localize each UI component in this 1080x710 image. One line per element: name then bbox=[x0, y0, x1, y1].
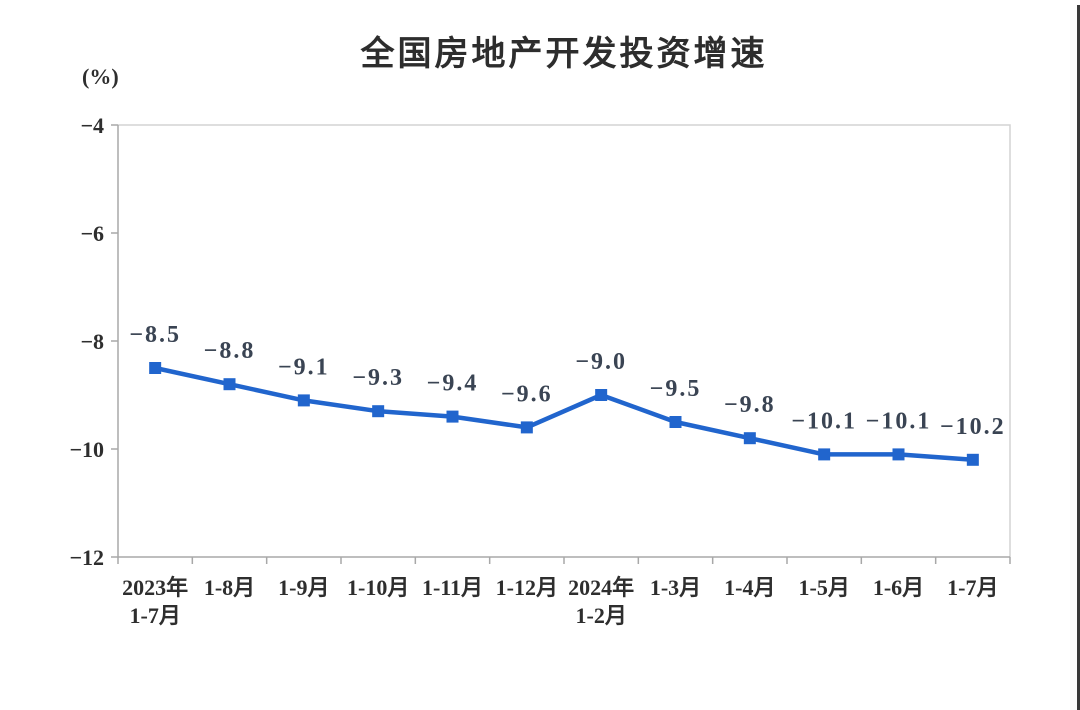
data-point-label: −9.1 bbox=[278, 354, 330, 380]
data-point-marker bbox=[966, 453, 979, 466]
data-line bbox=[152, 365, 976, 463]
data-point-label: −10.1 bbox=[866, 408, 932, 434]
page-right-edge bbox=[1077, 5, 1080, 710]
data-point-marker bbox=[149, 362, 162, 374]
x-axis-category-label: 1-4月 bbox=[724, 575, 775, 600]
y-axis-unit-label: (%) bbox=[82, 64, 119, 89]
data-point-marker bbox=[446, 410, 459, 423]
x-axis-category-label: 2023年 1-7月 bbox=[122, 575, 188, 628]
data-point-label: −9.5 bbox=[650, 376, 702, 402]
data-point-label: −10.2 bbox=[940, 414, 1006, 440]
data-point-label: −8.8 bbox=[204, 338, 256, 364]
data-point-marker bbox=[223, 378, 236, 391]
data-point-label: −9.6 bbox=[501, 381, 553, 407]
data-point-marker bbox=[595, 389, 608, 401]
x-axis-category-label: 1-12月 bbox=[496, 575, 558, 600]
x-axis-category-label: 1-6月 bbox=[873, 575, 924, 600]
data-point-marker bbox=[892, 448, 905, 461]
data-point-marker bbox=[520, 421, 533, 434]
data-point-label: −9.8 bbox=[724, 392, 776, 418]
data-point-marker bbox=[743, 432, 756, 445]
data-point-marker bbox=[372, 405, 385, 418]
y-axis-tick-label: −12 bbox=[69, 545, 104, 570]
data-point-marker bbox=[669, 416, 682, 428]
y-axis-tick-label: −8 bbox=[80, 329, 104, 354]
x-axis-category-label: 1-3月 bbox=[650, 575, 701, 600]
x-axis-category-label: 2024年 1-2月 bbox=[568, 575, 634, 628]
x-axis-category-label: 1-5月 bbox=[799, 575, 850, 600]
data-point-label: −9.4 bbox=[427, 371, 479, 397]
y-axis-tick-label: −10 bbox=[69, 437, 104, 462]
y-axis-tick-label: −4 bbox=[80, 113, 104, 138]
plot-border bbox=[118, 124, 1011, 557]
x-axis-category-label: 1-11月 bbox=[422, 575, 483, 600]
data-point-marker bbox=[818, 448, 831, 461]
data-point-label: −9.0 bbox=[575, 349, 627, 375]
data-point-label: −9.3 bbox=[352, 365, 404, 391]
data-point-label: −8.5 bbox=[129, 322, 181, 348]
x-axis-category-label: 1-8月 bbox=[204, 575, 255, 600]
y-axis-tick-label: −6 bbox=[80, 221, 104, 246]
data-point-marker bbox=[297, 394, 310, 407]
x-axis-category-label: 1-9月 bbox=[278, 575, 329, 600]
data-point-label: −10.1 bbox=[791, 408, 857, 434]
x-axis-category-label: 1-10月 bbox=[347, 575, 409, 600]
x-axis-category-label: 1-7月 bbox=[947, 575, 998, 600]
chart-title: 全国房地产开发投资增速 bbox=[360, 35, 768, 73]
